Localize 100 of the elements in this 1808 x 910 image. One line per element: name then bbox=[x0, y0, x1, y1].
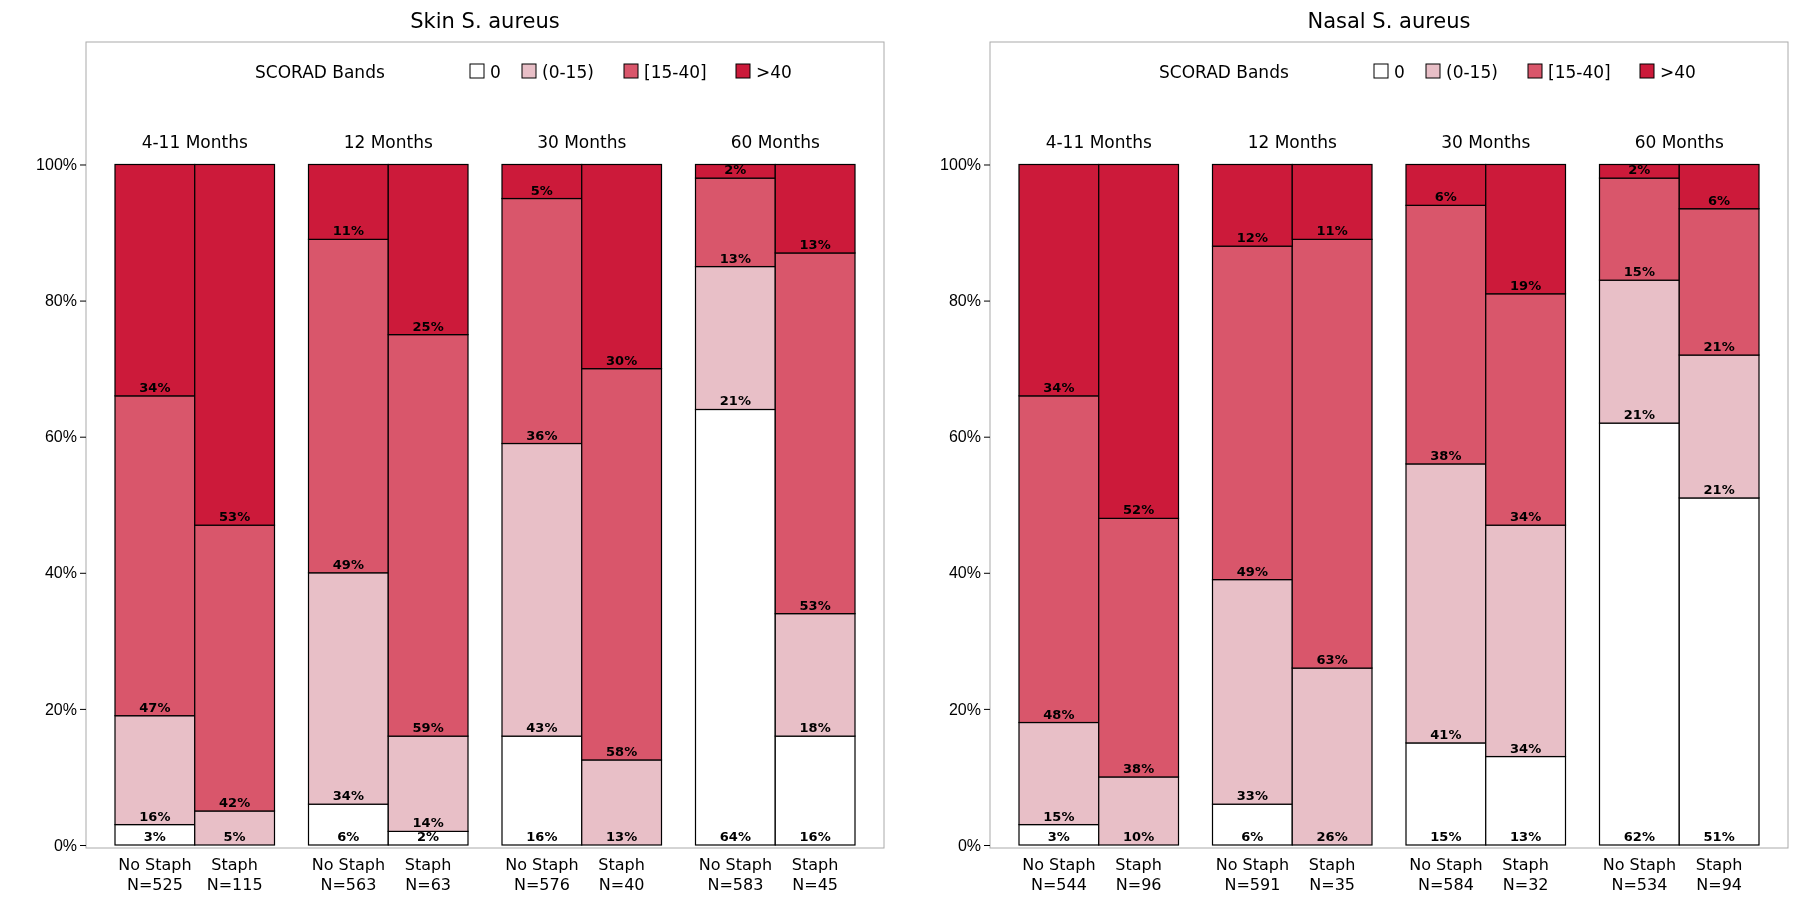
data-label: 15% bbox=[1043, 808, 1075, 824]
data-label: 6% bbox=[1241, 829, 1264, 844]
y-tick-label: 0% bbox=[957, 836, 981, 854]
y-tick-label: 100% bbox=[36, 156, 77, 174]
data-label: 5% bbox=[530, 182, 553, 198]
legend-label: >40 bbox=[1660, 62, 1696, 82]
x-tick-label: Staph N=40 bbox=[598, 855, 645, 894]
legend-title: SCORAD Bands bbox=[255, 62, 385, 82]
legend-label: [15-40] bbox=[1548, 62, 1611, 82]
data-label: 34% bbox=[332, 788, 364, 804]
y-tick-label: 60% bbox=[44, 428, 77, 446]
chart-title: Skin S. aureus bbox=[410, 9, 560, 33]
annotation: 60 Months bbox=[730, 132, 820, 153]
data-label: 21% bbox=[1703, 481, 1735, 497]
data-label: 2% bbox=[1628, 162, 1651, 178]
data-label: 38% bbox=[1123, 760, 1155, 776]
x-tick-label: No Staph N=584 bbox=[1409, 855, 1483, 894]
data-label: 11% bbox=[332, 223, 364, 239]
x-tick-label: Staph N=115 bbox=[206, 855, 263, 894]
x-tick-label: No Staph N=591 bbox=[1215, 855, 1290, 894]
x-tick-label: Staph N=32 bbox=[1502, 855, 1549, 894]
data-label: 2% bbox=[724, 162, 747, 178]
data-label: 25% bbox=[412, 318, 444, 334]
chart-title: Nasal S. aureus bbox=[1307, 9, 1471, 33]
data-label: 33% bbox=[1236, 788, 1268, 804]
data-label: 6% bbox=[1708, 192, 1731, 208]
legend-label: (0-15) bbox=[1446, 62, 1498, 82]
legend-title: SCORAD Bands bbox=[1159, 62, 1289, 82]
legend-label: (0-15) bbox=[542, 62, 594, 82]
data-label: 38% bbox=[1430, 447, 1462, 463]
data-label: 16% bbox=[799, 829, 831, 844]
data-label: 34% bbox=[1510, 509, 1542, 525]
y-tick-label: 100% bbox=[940, 156, 981, 174]
data-label: 59% bbox=[412, 720, 444, 736]
x-tick-label: No Staph N=563 bbox=[311, 855, 386, 894]
x-tick-label: No Staph N=525 bbox=[118, 855, 192, 894]
data-label: 63% bbox=[1316, 652, 1348, 668]
data-label: 14% bbox=[412, 815, 444, 831]
data-label: 12% bbox=[1236, 230, 1268, 246]
x-tick-label: Staph N=35 bbox=[1308, 855, 1356, 894]
data-label: 3% bbox=[143, 829, 166, 844]
data-label: 18% bbox=[799, 720, 831, 736]
annotation: 12 Months bbox=[343, 132, 433, 153]
x-tick-label: Staph N=45 bbox=[791, 855, 839, 894]
data-label: 16% bbox=[139, 808, 171, 824]
annotation: 60 Months bbox=[1634, 132, 1724, 153]
data-label: 15% bbox=[1623, 264, 1655, 280]
y-tick-label: 80% bbox=[44, 292, 77, 310]
x-tick-label: No Staph N=576 bbox=[505, 855, 579, 894]
legend-label: >40 bbox=[756, 62, 792, 82]
x-tick-label: Staph N=63 bbox=[404, 855, 452, 894]
data-label: 34% bbox=[139, 379, 171, 395]
data-label: 49% bbox=[1236, 563, 1268, 579]
data-label: 21% bbox=[719, 393, 751, 409]
data-label: 16% bbox=[526, 829, 558, 844]
data-label: 62% bbox=[1623, 829, 1655, 844]
x-tick-label: No Staph N=583 bbox=[698, 855, 773, 894]
data-label: 34% bbox=[1510, 740, 1542, 756]
data-label: 6% bbox=[337, 829, 360, 844]
data-label: 15% bbox=[1430, 829, 1462, 844]
data-label: 36% bbox=[526, 427, 558, 443]
data-label: 13% bbox=[719, 250, 751, 266]
data-label: 19% bbox=[1510, 277, 1542, 293]
legend-label: 0 bbox=[1394, 62, 1405, 82]
data-label: 21% bbox=[1703, 339, 1735, 355]
data-label: 64% bbox=[719, 829, 751, 844]
x-tick-label: No Staph N=534 bbox=[1602, 855, 1677, 894]
data-label: 11% bbox=[1316, 223, 1348, 239]
data-label: 34% bbox=[1043, 379, 1075, 395]
y-tick-label: 80% bbox=[948, 292, 981, 310]
x-tick-label: Staph N=96 bbox=[1115, 855, 1162, 894]
data-label: 42% bbox=[219, 794, 251, 810]
data-label: 10% bbox=[1123, 829, 1155, 844]
annotation: 4-11 Months bbox=[1045, 132, 1152, 153]
data-label: 6% bbox=[1434, 189, 1457, 205]
data-label: 13% bbox=[606, 829, 638, 844]
data-label: 53% bbox=[219, 509, 251, 525]
x-tick-label: Staph N=94 bbox=[1695, 855, 1743, 894]
legend-label: [15-40] bbox=[644, 62, 707, 82]
data-label: 48% bbox=[1043, 706, 1075, 722]
annotation: 30 Months bbox=[537, 132, 627, 153]
data-label: 26% bbox=[1316, 829, 1348, 844]
data-label: 58% bbox=[606, 743, 638, 759]
legend-label: 0 bbox=[490, 62, 501, 82]
y-tick-label: 60% bbox=[948, 428, 981, 446]
x-tick-label: No Staph N=544 bbox=[1022, 855, 1096, 894]
data-label: 13% bbox=[1510, 829, 1542, 844]
annotation: 12 Months bbox=[1247, 132, 1337, 153]
data-label: 3% bbox=[1047, 829, 1070, 844]
data-label: 5% bbox=[223, 829, 246, 844]
y-tick-label: 40% bbox=[948, 564, 981, 582]
data-label: 21% bbox=[1623, 407, 1655, 423]
data-label: 51% bbox=[1703, 829, 1735, 844]
data-label: 30% bbox=[606, 352, 638, 368]
data-label: 13% bbox=[799, 236, 831, 252]
annotation: 30 Months bbox=[1441, 132, 1531, 153]
data-label: 43% bbox=[526, 720, 558, 736]
data-label: 49% bbox=[332, 556, 364, 572]
data-label: 52% bbox=[1123, 502, 1155, 518]
data-label: 53% bbox=[799, 597, 831, 613]
